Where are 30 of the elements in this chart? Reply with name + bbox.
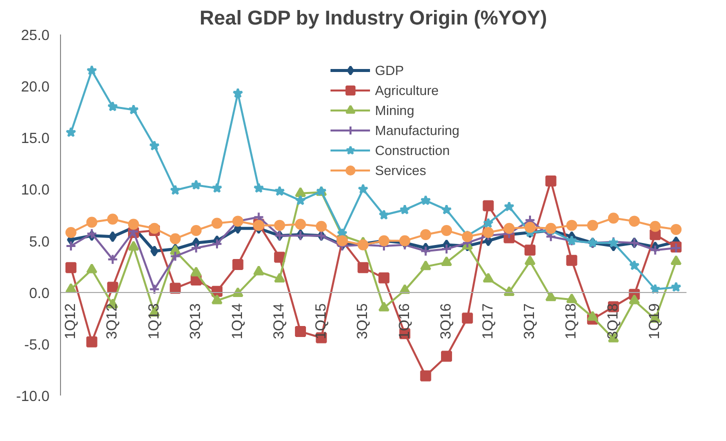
x-tick-label: 1Q12 xyxy=(62,303,79,340)
y-tick-label: -5.0 xyxy=(24,337,50,354)
legend-label: GDP xyxy=(375,62,404,78)
x-tick-label: 1Q14 xyxy=(230,303,246,340)
x-tick-label: 1Q13 xyxy=(146,303,162,340)
legend-label: Agriculture xyxy=(375,82,439,98)
y-tick-label: -10.0 xyxy=(16,389,50,405)
legend-label: Construction xyxy=(375,142,450,158)
y-tick-label: 25.0 xyxy=(20,28,50,44)
legend-label: Services xyxy=(375,162,426,178)
y-tick-label: 5.0 xyxy=(29,234,50,250)
legend-label: Manufacturing xyxy=(375,122,460,138)
x-tick-label: 3Q15 xyxy=(355,303,372,340)
legend-label: Mining xyxy=(375,102,414,118)
x-tick-label: 1Q18 xyxy=(564,303,580,340)
x-tick-label: 1Q15 xyxy=(313,303,330,340)
y-tick-label: 20.0 xyxy=(20,80,50,96)
x-tick-label: 3Q18 xyxy=(605,303,622,340)
x-tick-label: 3Q17 xyxy=(522,303,538,340)
x-tick-label: 1Q19 xyxy=(647,303,664,340)
x-tick-label: 1Q16 xyxy=(396,303,413,340)
x-tick-label: 3Q14 xyxy=(272,303,288,340)
x-tick-label: 3Q12 xyxy=(104,303,121,340)
x-tick-label: 1Q17 xyxy=(480,303,496,340)
x-tick-label: 3Q16 xyxy=(438,303,455,340)
chart-title: Real GDP by Industry Origin (%YOY) xyxy=(200,8,548,30)
y-tick-label: 0.0 xyxy=(29,286,50,302)
y-tick-label: 10.0 xyxy=(20,182,50,199)
x-tick-label: 3Q13 xyxy=(188,303,204,340)
y-tick-label: 15.0 xyxy=(20,131,50,148)
